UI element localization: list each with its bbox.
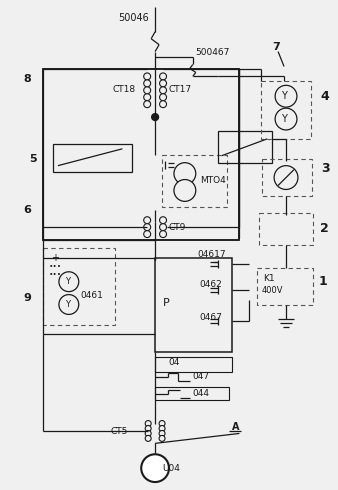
- Bar: [43, 70, 239, 240]
- Circle shape: [144, 94, 151, 101]
- Text: 04: 04: [168, 358, 179, 367]
- Circle shape: [160, 217, 167, 223]
- Text: 0461: 0461: [81, 291, 104, 300]
- Circle shape: [275, 108, 297, 130]
- Text: 047: 047: [193, 372, 210, 381]
- Circle shape: [174, 163, 196, 185]
- Text: 0467: 0467: [200, 313, 223, 322]
- Circle shape: [159, 436, 165, 441]
- Text: 50046: 50046: [118, 13, 149, 23]
- Bar: [155, 258, 233, 352]
- Circle shape: [160, 80, 167, 87]
- Circle shape: [145, 436, 151, 441]
- Text: Y: Y: [281, 91, 287, 101]
- Text: 3: 3: [321, 162, 329, 175]
- Circle shape: [160, 73, 167, 80]
- Circle shape: [144, 217, 151, 223]
- Circle shape: [144, 87, 151, 94]
- Bar: [155, 387, 230, 400]
- Circle shape: [275, 85, 297, 107]
- Text: CT18: CT18: [113, 85, 136, 94]
- Circle shape: [59, 272, 79, 292]
- Circle shape: [160, 223, 167, 231]
- Circle shape: [59, 294, 79, 315]
- Circle shape: [144, 80, 151, 87]
- Text: 400V: 400V: [261, 286, 283, 295]
- Text: Y: Y: [281, 114, 287, 124]
- Bar: [43, 248, 116, 325]
- Text: ∙∙∙: ∙∙∙: [49, 271, 62, 277]
- Bar: [162, 155, 226, 207]
- Circle shape: [145, 420, 151, 426]
- Text: 2: 2: [320, 221, 329, 235]
- Text: 8: 8: [23, 74, 31, 84]
- Bar: [257, 268, 313, 305]
- Bar: [261, 81, 311, 139]
- Text: 500467: 500467: [196, 48, 230, 57]
- Circle shape: [274, 166, 298, 190]
- Circle shape: [145, 425, 151, 432]
- Circle shape: [141, 454, 169, 482]
- Text: 9: 9: [23, 293, 31, 302]
- Text: CT17: CT17: [168, 85, 191, 94]
- Circle shape: [144, 101, 151, 108]
- Circle shape: [159, 420, 165, 426]
- Circle shape: [159, 430, 165, 437]
- Text: 044: 044: [193, 389, 210, 398]
- Circle shape: [160, 101, 167, 108]
- Bar: [155, 357, 233, 372]
- Text: P: P: [163, 297, 170, 308]
- Circle shape: [152, 114, 159, 121]
- Bar: [43, 70, 239, 240]
- Bar: [218, 131, 272, 163]
- Text: 7: 7: [272, 42, 280, 51]
- Text: K1: K1: [263, 274, 275, 283]
- Circle shape: [159, 425, 165, 432]
- Text: 5: 5: [29, 154, 37, 164]
- Bar: [262, 159, 312, 196]
- Text: 0462: 0462: [200, 280, 222, 289]
- Text: CT5: CT5: [111, 427, 128, 436]
- Circle shape: [160, 87, 167, 94]
- Text: 04617: 04617: [198, 250, 226, 259]
- Circle shape: [144, 223, 151, 231]
- Text: 1: 1: [319, 275, 328, 288]
- Text: Y: Y: [65, 277, 70, 286]
- Circle shape: [160, 94, 167, 101]
- Circle shape: [144, 73, 151, 80]
- Circle shape: [160, 231, 167, 238]
- Text: Y: Y: [65, 300, 70, 309]
- Text: A: A: [232, 422, 239, 433]
- Circle shape: [174, 179, 196, 201]
- Text: CT9: CT9: [168, 222, 185, 232]
- Circle shape: [144, 231, 151, 238]
- Bar: [53, 144, 132, 172]
- Text: 4: 4: [321, 90, 330, 103]
- Text: U04: U04: [162, 464, 180, 473]
- Bar: [259, 213, 313, 245]
- Text: 6: 6: [23, 205, 31, 215]
- Text: +: +: [51, 253, 59, 263]
- Text: ∙∙∙: ∙∙∙: [49, 263, 62, 269]
- Text: MTO4: MTO4: [200, 176, 225, 185]
- Circle shape: [145, 430, 151, 437]
